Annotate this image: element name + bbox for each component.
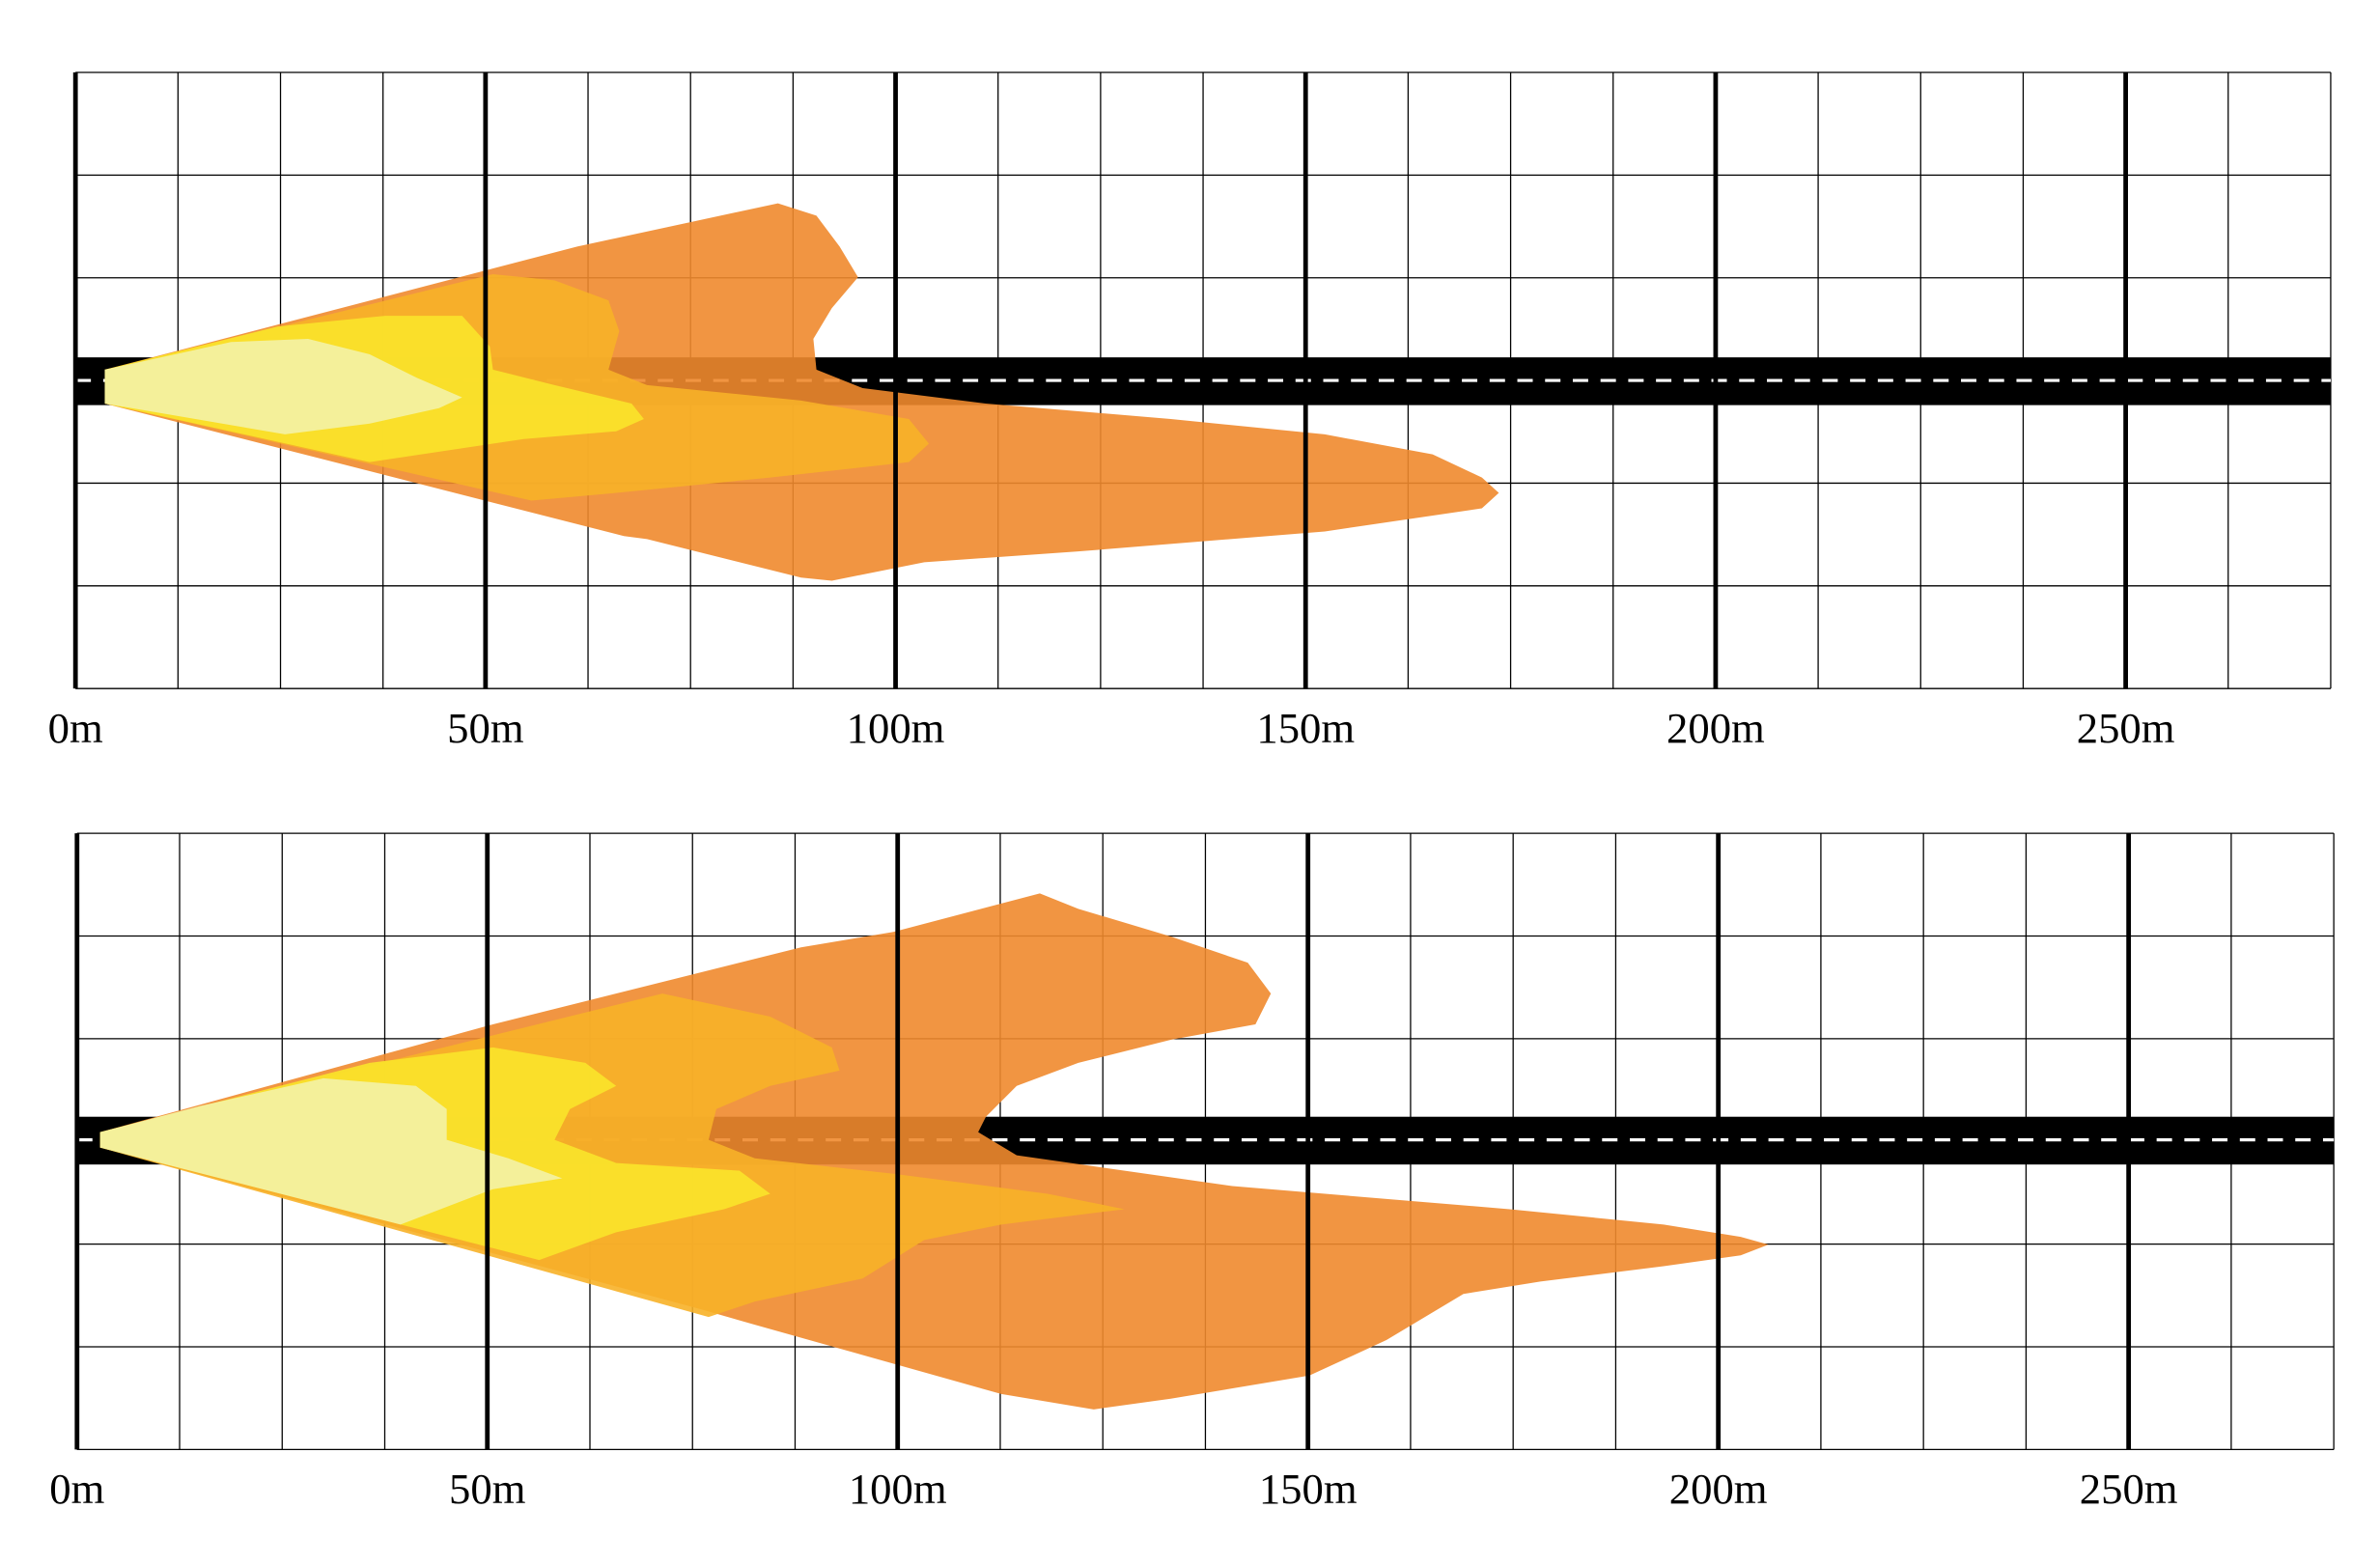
x-tick-label: 250m (2080, 1465, 2178, 1513)
x-tick-label: 200m (1666, 704, 1765, 752)
x-tick-label: 150m (1256, 704, 1355, 752)
x-tick-label: 100m (847, 704, 945, 752)
x-tick-label: 50m (447, 704, 524, 752)
x-tick-label: 100m (849, 1465, 947, 1513)
x-tick-label: 250m (2077, 704, 2175, 752)
x-tick-label: 150m (1259, 1465, 1358, 1513)
x-tick-label: 200m (1669, 1465, 1768, 1513)
x-tick-label: 50m (449, 1465, 526, 1513)
x-tick-label: 0m (48, 704, 103, 752)
x-tick-label: 0m (49, 1465, 104, 1513)
beam-zone (104, 339, 462, 434)
axes: 0m 50m 100m 150m 200m 250m 0m 50m 100m 150m 200m 25… (48, 71, 2178, 1513)
beam-zone (99, 1077, 563, 1225)
beam-zone (99, 893, 1769, 1410)
